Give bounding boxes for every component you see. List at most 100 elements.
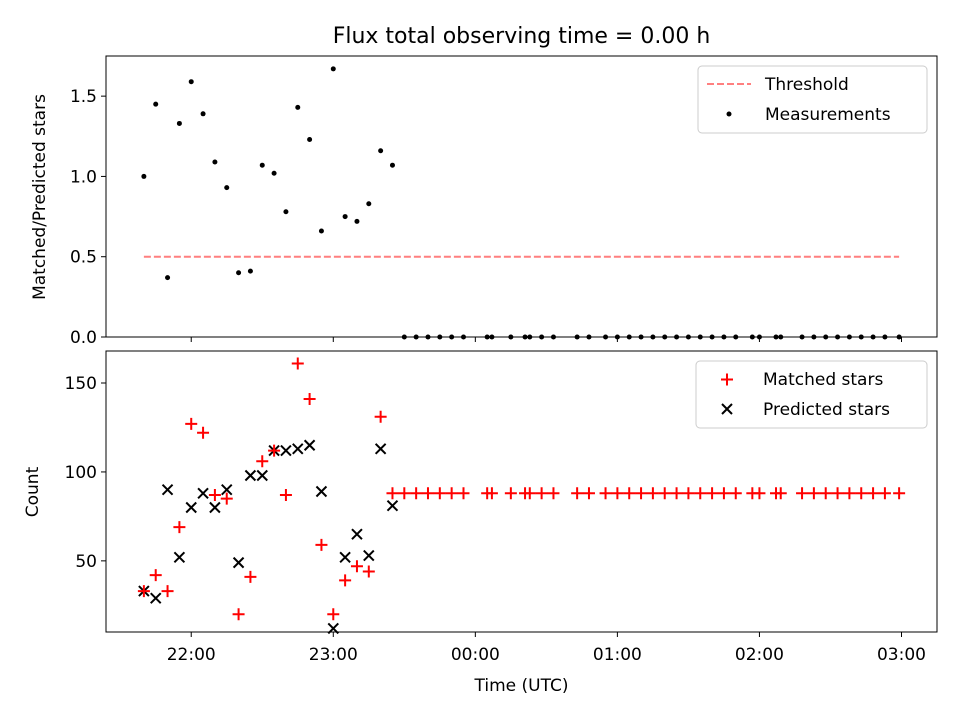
predicted-star-point	[185, 501, 197, 514]
predicted-star-point	[244, 469, 257, 482]
predicted-star-point	[209, 501, 221, 514]
bottom-axes: Count Time (UTC) 50 100 150 22:00 23:00 00:00…	[23, 350, 938, 696]
measurement-point	[378, 148, 384, 154]
matched-star-point	[279, 489, 292, 502]
matched-star-point	[161, 585, 174, 598]
predicted-star-point	[256, 469, 268, 482]
bottom-xtick-label: 22:00	[167, 645, 216, 665]
measurement-point	[224, 185, 230, 191]
bottom-ytick-label: 150	[65, 374, 97, 394]
matched-star-point	[611, 487, 624, 500]
top-ylabel: Matched/Predicted stars	[30, 94, 50, 300]
predicted-star-point	[339, 551, 351, 564]
predicted-star-point	[150, 592, 162, 604]
matched-star-point	[694, 487, 707, 500]
matched-star-point	[717, 487, 730, 500]
matched-star-point	[635, 487, 648, 500]
bottom-ytick-label: 100	[65, 463, 97, 483]
bottom-ytick-label: 50	[75, 552, 97, 572]
matched-star-point	[173, 521, 186, 534]
bottom-xtick-label: 02:00	[735, 645, 784, 665]
bottom-xlabel: Time (UTC)	[474, 676, 569, 696]
matched-star-point	[878, 487, 891, 500]
matched-star-point	[682, 487, 695, 500]
bottom-legend-frame	[695, 360, 928, 429]
matched-star-point	[855, 487, 868, 500]
matched-star-point	[433, 487, 446, 500]
measurement-point	[342, 214, 348, 220]
matched-star-point	[339, 574, 352, 587]
matched-star-point	[599, 487, 612, 500]
matched-star-point	[137, 585, 150, 598]
matched-star-point	[796, 487, 809, 500]
top-ytick-label: 1.5	[70, 87, 97, 107]
matched-star-point	[706, 487, 719, 500]
predicted-star-point	[232, 556, 245, 569]
predicted-star-point	[161, 484, 174, 496]
matched-star-point	[197, 426, 210, 439]
predicted-star-point	[280, 444, 292, 457]
matched-star-point	[729, 487, 742, 500]
top-axes: Matched/Predicted stars 0.0 0.5 1.0 1.5	[30, 55, 938, 348]
matched-star-point	[867, 487, 880, 500]
measurement-point	[295, 104, 301, 110]
top-legend-frame	[697, 65, 928, 134]
predicted-star-point	[386, 500, 399, 512]
measurement-point	[200, 111, 206, 117]
matched-star-point	[893, 487, 906, 500]
matched-star-point	[303, 393, 316, 406]
matched-star-point	[457, 487, 470, 500]
bottom-xtick-label: 03:00	[877, 645, 926, 665]
predicted-star-point	[374, 443, 387, 455]
predicted-star-point	[221, 484, 233, 496]
bottom-legend: Matched stars Predicted stars	[695, 360, 928, 429]
measurement-point	[271, 170, 277, 176]
legend-measurements-label: Measurements	[765, 105, 891, 125]
matched-star-point	[350, 560, 363, 573]
matched-star-point	[185, 417, 198, 430]
matched-star-point	[774, 487, 787, 500]
matched-star-point	[386, 487, 399, 500]
bottom-xtick-label: 01:00	[593, 645, 642, 665]
matched-star-point	[410, 487, 423, 500]
matched-star-point	[421, 487, 434, 500]
matched-star-point	[256, 455, 269, 468]
matched-star-point	[843, 487, 856, 500]
matched-star-point	[291, 357, 304, 370]
predicted-star-point	[351, 528, 363, 540]
top-legend: Threshold Measurements	[697, 65, 928, 134]
matched-star-point	[646, 487, 659, 500]
legend-predicted-marker	[721, 403, 733, 415]
matched-star-point	[807, 487, 820, 500]
measurement-point	[389, 162, 395, 168]
matched-star-point	[623, 487, 636, 500]
bottom-xtick-label: 23:00	[309, 645, 358, 665]
measurement-point	[366, 201, 372, 207]
predicted-star-point	[173, 551, 186, 564]
predicted-star-point	[315, 485, 328, 498]
measurement-point	[141, 173, 147, 179]
measurement-point	[165, 275, 171, 281]
matched-star-point	[535, 487, 548, 500]
measurement-point	[283, 209, 289, 215]
legend-threshold-label: Threshold	[764, 75, 849, 95]
predicted-star-point	[303, 439, 316, 451]
top-axes-frame	[105, 55, 938, 338]
matched-star-point	[268, 444, 281, 457]
legend-matched-label: Matched stars	[763, 370, 883, 390]
measurement-point	[236, 270, 242, 276]
matched-star-point	[220, 492, 233, 505]
measurement-point	[212, 159, 218, 165]
measurement-point	[307, 136, 313, 142]
matched-star-point	[315, 538, 328, 551]
measurement-point	[247, 268, 253, 274]
bottom-ylabel: Count	[23, 466, 43, 517]
matched-star-point	[232, 608, 245, 621]
matched-star-point	[149, 569, 162, 582]
measurement-point	[259, 162, 265, 168]
matched-star-point	[670, 487, 683, 500]
matched-star-point	[398, 487, 411, 500]
matched-star-point	[582, 487, 595, 500]
measurement-point	[354, 218, 360, 224]
top-ytick-label: 1.0	[70, 167, 97, 187]
